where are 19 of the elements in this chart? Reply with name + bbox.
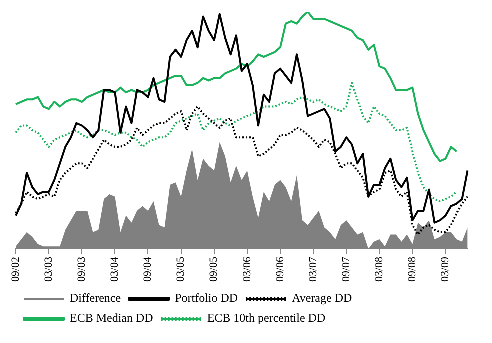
x-tick-label: 03/07 (307, 256, 320, 282)
x-tick-label: 03/05 (175, 256, 188, 282)
legend-label: Difference (70, 291, 122, 306)
x-tick-label: 09/05 (208, 256, 220, 282)
legend-label: ECB Median DD (70, 311, 154, 326)
legend-label: ECB 10th percentile DD (207, 311, 326, 326)
x-tick-label: 09/08 (406, 256, 419, 282)
x-tick-label: 03/03 (42, 256, 55, 282)
legend-label: Portfolio DD (175, 291, 238, 306)
legend-label: Average DD (292, 291, 352, 306)
x-tick-label: 03/06 (241, 256, 254, 282)
x-tick-label: 09/02 (10, 256, 22, 282)
x-tick-label: 03/09 (440, 256, 452, 282)
x-tick-label: 09/06 (274, 256, 286, 282)
x-tick-label: 09/04 (142, 256, 154, 282)
x-tick-label: 09/07 (340, 256, 352, 282)
x-tick-label: 03/08 (374, 256, 386, 282)
x-tick-label: 03/04 (109, 256, 122, 282)
x-tick-label: 09/03 (76, 256, 88, 282)
